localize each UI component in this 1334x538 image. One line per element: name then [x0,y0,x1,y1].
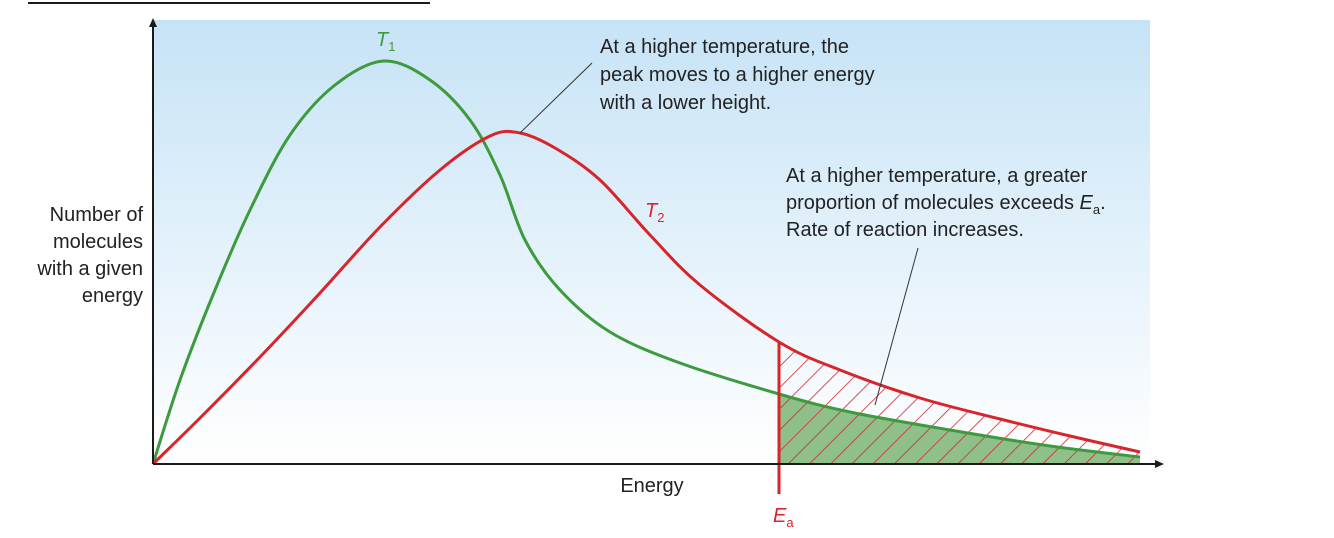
area-annotation-leader [874,247,919,406]
x-axis-label: Energy [620,475,683,497]
plot-background [153,20,1150,464]
t2-area-hatch [779,342,1140,464]
activation-energy-label: Ea [773,505,794,530]
y-axis-label-line: molecules [53,231,143,253]
area-annotation: At a higher temperature, a greater propo… [786,165,1106,241]
curve-t2-label: T2 [645,200,664,225]
peak-annotation-line: with a lower height. [599,92,771,114]
curve-t1-label: T1 [376,29,395,54]
area-annotation-line: Rate of reaction increases. [786,219,1024,241]
y-axis-label-line: Number of [50,204,144,226]
peak-annotation-line: At a higher temperature, the [600,36,849,58]
curve-t1 [151,59,1141,465]
y-axis-label-line: energy [82,285,143,307]
y-axis-label-line: with a given [36,258,143,280]
area-annotation-line: proportion of molecules exceeds Ea. [786,192,1106,217]
peak-annotation: At a higher temperature, the peak moves … [599,36,875,114]
peak-annotation-line: peak moves to a higher energy [600,64,875,86]
area-annotation-line: At a higher temperature, a greater [786,165,1088,187]
curve-t2 [151,129,1141,466]
y-axis-label: Number of molecules with a given energy [36,204,143,307]
peak-annotation-leader [519,62,593,134]
